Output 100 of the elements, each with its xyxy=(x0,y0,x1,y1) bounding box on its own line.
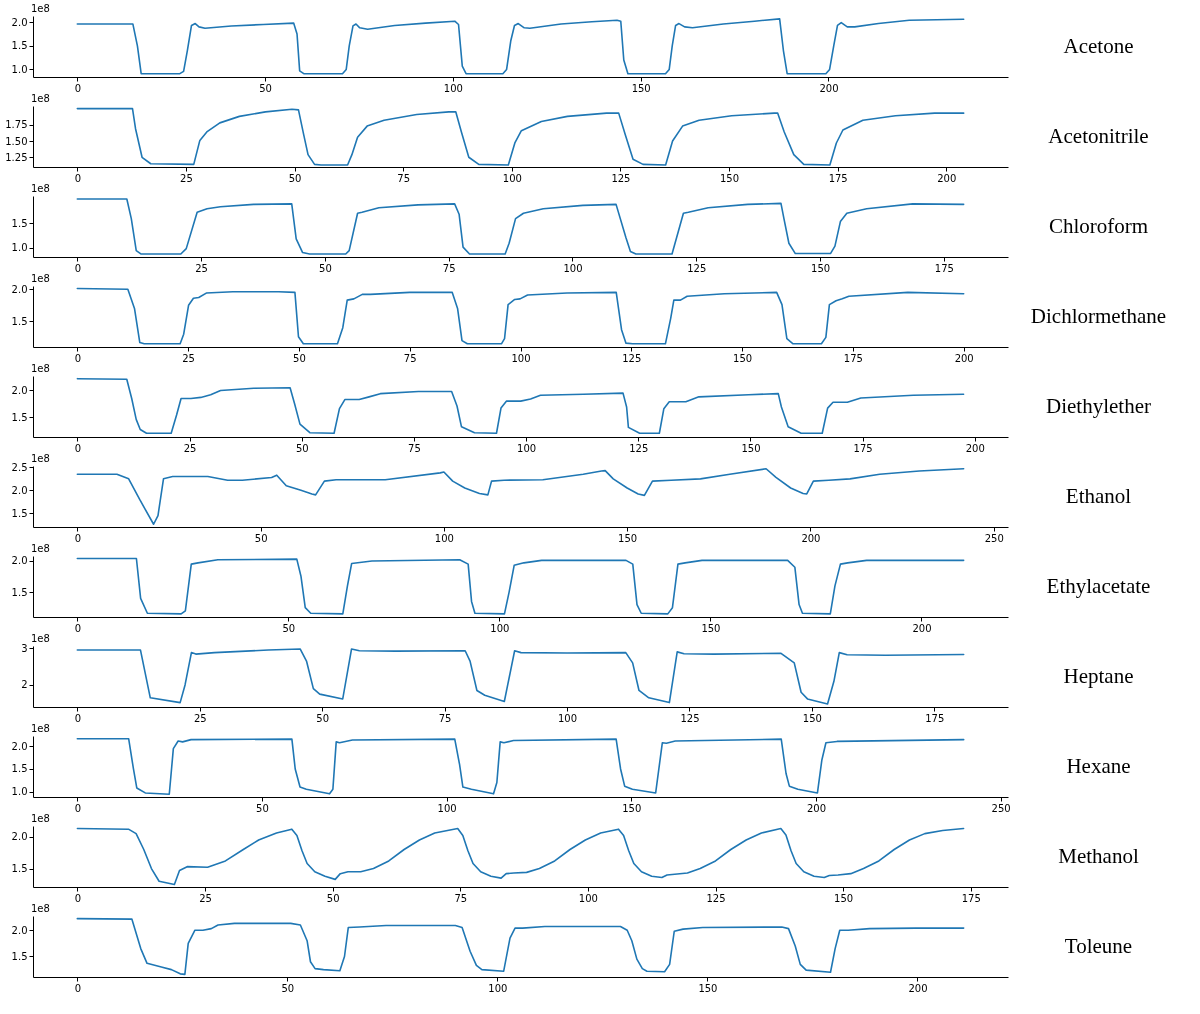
x-tick-label: 100 xyxy=(563,262,583,274)
x-tick-label: 75 xyxy=(397,172,411,184)
x-tick-label: 0 xyxy=(74,352,82,364)
text: Acetonitrile xyxy=(1048,123,1149,148)
text: 1e8 xyxy=(31,93,50,104)
text: 1e8 xyxy=(31,723,50,734)
line-series xyxy=(76,917,965,976)
text: 1e8 xyxy=(31,183,50,194)
y-tick-label: 2.0 xyxy=(11,740,28,752)
y-tick-label: 2.0 xyxy=(11,283,28,295)
x-tick-label: 125 xyxy=(629,442,649,454)
x-tick-label: 100 xyxy=(517,442,537,454)
x-tick-label: 150 xyxy=(733,352,753,364)
y-tick-label: 2.0 xyxy=(11,555,28,567)
x-tick-label: 0 xyxy=(74,622,82,634)
x-tick-label: 0 xyxy=(74,82,82,94)
text: 1e8 xyxy=(31,273,50,284)
x-tick-label: 0 xyxy=(74,712,82,724)
x-tick-label: 175 xyxy=(853,442,873,454)
text: Ethylacetate xyxy=(1046,573,1151,598)
x-tick-label: 0 xyxy=(74,892,82,904)
x-tick-label: 0 xyxy=(74,982,82,994)
x-tick-label: 250 xyxy=(984,532,1004,544)
x-tick-label: 150 xyxy=(802,712,822,724)
x-tick-label: 200 xyxy=(908,982,928,994)
y-tick-label: 1.5 xyxy=(11,763,28,775)
x-tick-label: 150 xyxy=(698,982,718,994)
line-series xyxy=(76,198,965,255)
x-tick-label: 50 xyxy=(259,82,272,94)
x-tick-label: 175 xyxy=(961,892,981,904)
x-tick-label: 100 xyxy=(557,712,578,724)
y-tick-label: 2.0 xyxy=(11,484,28,496)
y-tick-label: 1.5 xyxy=(11,950,28,962)
x-tick-label: 50 xyxy=(295,442,309,454)
x-tick-label: 100 xyxy=(490,622,510,634)
x-tick-label: 0 xyxy=(74,442,82,454)
y-tick-label: 2.5 xyxy=(11,461,28,473)
x-tick-label: 100 xyxy=(511,352,531,364)
y-tick-label: 1.5 xyxy=(11,411,28,423)
x-tick-label: 125 xyxy=(680,712,700,724)
x-tick-label: 0 xyxy=(74,532,82,544)
x-tick-label: 100 xyxy=(578,892,598,904)
text: Heptane xyxy=(1063,663,1134,688)
x-tick-label: 150 xyxy=(631,82,651,94)
line-series xyxy=(76,18,965,75)
x-tick-label: 100 xyxy=(502,172,522,184)
x-tick-label: 200 xyxy=(819,82,839,94)
x-tick-label: 50 xyxy=(256,802,269,814)
x-tick-label: 150 xyxy=(618,532,638,544)
y-tick-label: 1.0 xyxy=(11,63,28,75)
y-tick-label: 1.75 xyxy=(5,119,28,131)
text: Acetone xyxy=(1063,33,1134,58)
x-tick-label: 200 xyxy=(937,172,957,184)
x-tick-label: 125 xyxy=(622,352,642,364)
line-series xyxy=(76,648,965,705)
x-tick-label: 200 xyxy=(965,442,985,454)
y-tick-label: 2 xyxy=(21,679,28,691)
x-tick-label: 250 xyxy=(991,802,1011,814)
x-tick-label: 0 xyxy=(74,172,82,184)
x-tick-label: 50 xyxy=(326,892,340,904)
x-tick-label: 25 xyxy=(199,892,212,904)
y-tick-label: 1.0 xyxy=(11,786,28,798)
x-tick-label: 50 xyxy=(281,982,295,994)
x-tick-label: 75 xyxy=(438,712,452,724)
x-tick-label: 200 xyxy=(954,352,974,364)
line-series xyxy=(76,557,965,615)
x-tick-label: 75 xyxy=(442,262,456,274)
x-tick-label: 150 xyxy=(834,892,854,904)
text: Toleune xyxy=(1064,933,1133,958)
text: 1e8 xyxy=(31,363,50,374)
x-tick-label: 25 xyxy=(182,352,195,364)
x-tick-label: 150 xyxy=(811,262,831,274)
line-series xyxy=(76,827,965,886)
text: 1e8 xyxy=(31,633,50,644)
x-tick-label: 25 xyxy=(193,712,207,724)
text: Ethanol xyxy=(1065,483,1132,508)
text: Hexane xyxy=(1066,753,1131,778)
x-tick-label: 25 xyxy=(183,442,197,454)
y-tick-label: 2.0 xyxy=(11,384,28,396)
x-tick-label: 125 xyxy=(611,172,631,184)
x-tick-label: 50 xyxy=(282,622,296,634)
x-tick-label: 0 xyxy=(74,262,82,274)
line-series xyxy=(76,377,965,435)
x-tick-label: 125 xyxy=(706,892,726,904)
y-tick-label: 2.0 xyxy=(11,924,28,936)
y-tick-label: 1.50 xyxy=(5,135,28,147)
x-tick-label: 175 xyxy=(843,352,863,364)
x-tick-label: 150 xyxy=(720,172,740,184)
y-tick-label: 1.5 xyxy=(11,863,28,875)
text: 1e8 xyxy=(31,453,50,464)
x-tick-label: 75 xyxy=(403,352,417,364)
x-tick-label: 100 xyxy=(434,532,454,544)
y-tick-label: 1.5 xyxy=(11,217,28,229)
x-tick-label: 200 xyxy=(912,622,932,634)
x-tick-label: 100 xyxy=(437,802,457,814)
x-tick-label: 50 xyxy=(316,712,330,724)
y-tick-label: 1.5 xyxy=(11,507,28,519)
line-series xyxy=(76,287,965,345)
line-series xyxy=(76,737,965,796)
text: 1e8 xyxy=(31,813,50,824)
